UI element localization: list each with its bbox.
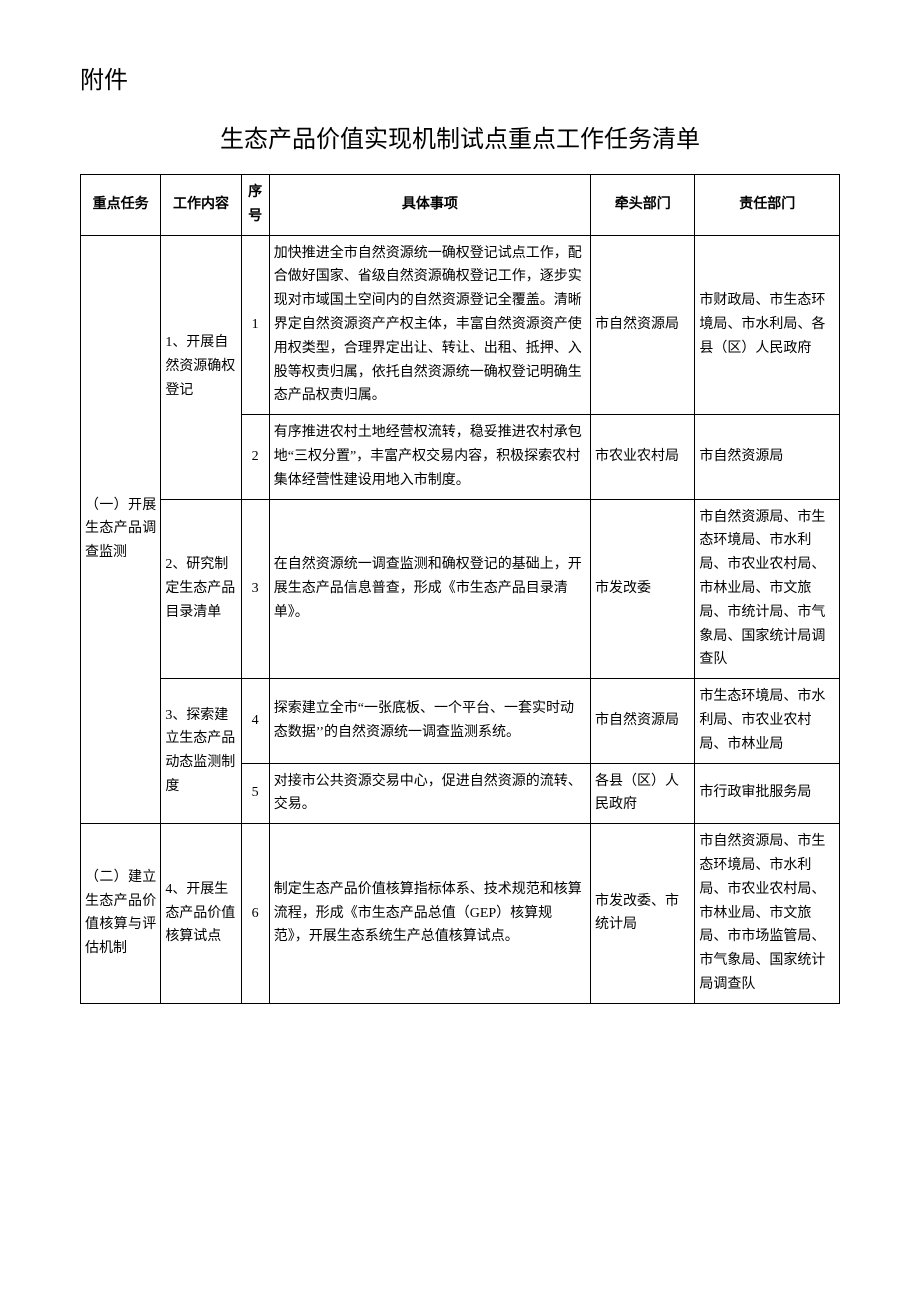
lead-cell: 市农业农村局 [591,415,695,499]
resp-cell: 市自然资源局 [695,415,840,499]
work-cell: 1、开展自然资源确权登记 [161,235,241,499]
task-cell: （二）建立生态产品价值核算与评估机制 [81,824,161,1004]
seq-cell: 2 [241,415,269,499]
resp-cell: 市自然资源局、市生态环境局、市水利局、市农业农村局、市林业局、市文旅局、市统计局… [695,499,840,679]
col-header-seq: 序号 [241,175,269,236]
resp-cell: 市行政审批服务局 [695,763,840,824]
table-row: 2、研究制定生态产品目录清单 3 在自然资源统一调查监测和确权登记的基础上，开展… [81,499,840,679]
resp-cell: 市财政局、市生态环境局、市水利局、各县（区）人民政府 [695,235,840,415]
resp-cell: 市自然资源局、市生态环境局、市水利局、市农业农村局、市林业局、市文旅局、市市场监… [695,824,840,1004]
seq-cell: 6 [241,824,269,1004]
lead-cell: 各县（区）人民政府 [591,763,695,824]
lead-cell: 市自然资源局 [591,679,695,763]
seq-cell: 5 [241,763,269,824]
seq-cell: 1 [241,235,269,415]
resp-cell: 市生态环境局、市水利局、市农业农村局、市林业局 [695,679,840,763]
lead-cell: 市发改委、市统计局 [591,824,695,1004]
detail-cell: 在自然资源统一调查监测和确权登记的基础上，开展生态产品信息普查，形成《市生态产品… [269,499,590,679]
attachment-label: 附件 [80,60,840,95]
table-row: （一）开展生态产品调查监测 1、开展自然资源确权登记 1 加快推进全市自然资源统… [81,235,840,415]
detail-cell: 探索建立全市“一张底板、一个平台、一套实时动态数据’’的自然资源统一调查监测系统… [269,679,590,763]
work-cell: 2、研究制定生态产品目录清单 [161,499,241,679]
detail-cell: 制定生态产品价值核算指标体系、技术规范和核算流程，形成《市生态产品总值（GEP）… [269,824,590,1004]
table-header-row: 重点任务 工作内容 序号 具体事项 牵头部门 责任部门 [81,175,840,236]
task-cell: （一）开展生态产品调查监测 [81,235,161,824]
seq-cell: 4 [241,679,269,763]
lead-cell: 市自然资源局 [591,235,695,415]
col-header-lead: 牵头部门 [591,175,695,236]
document-title: 生态产品价值实现机制试点重点工作任务清单 [80,119,840,154]
detail-cell: 有序推进农村土地经营权流转，稳妥推进农村承包地“三权分置”，丰富产权交易内容，积… [269,415,590,499]
detail-cell: 加快推进全市自然资源统一确权登记试点工作，配合做好国家、省级自然资源确权登记工作… [269,235,590,415]
table-row: （二）建立生态产品价值核算与评估机制 4、开展生态产品价值核算试点 6 制定生态… [81,824,840,1004]
detail-cell: 对接市公共资源交易中心，促进自然资源的流转、交易。 [269,763,590,824]
work-cell: 4、开展生态产品价值核算试点 [161,824,241,1004]
lead-cell: 市发改委 [591,499,695,679]
col-header-detail: 具体事项 [269,175,590,236]
work-cell: 3、探索建立生态产品动态监测制度 [161,679,241,824]
task-table: 重点任务 工作内容 序号 具体事项 牵头部门 责任部门 （一）开展生态产品调查监… [80,174,840,1004]
col-header-resp: 责任部门 [695,175,840,236]
col-header-work: 工作内容 [161,175,241,236]
col-header-task: 重点任务 [81,175,161,236]
seq-cell: 3 [241,499,269,679]
table-row: 3、探索建立生态产品动态监测制度 4 探索建立全市“一张底板、一个平台、一套实时… [81,679,840,763]
